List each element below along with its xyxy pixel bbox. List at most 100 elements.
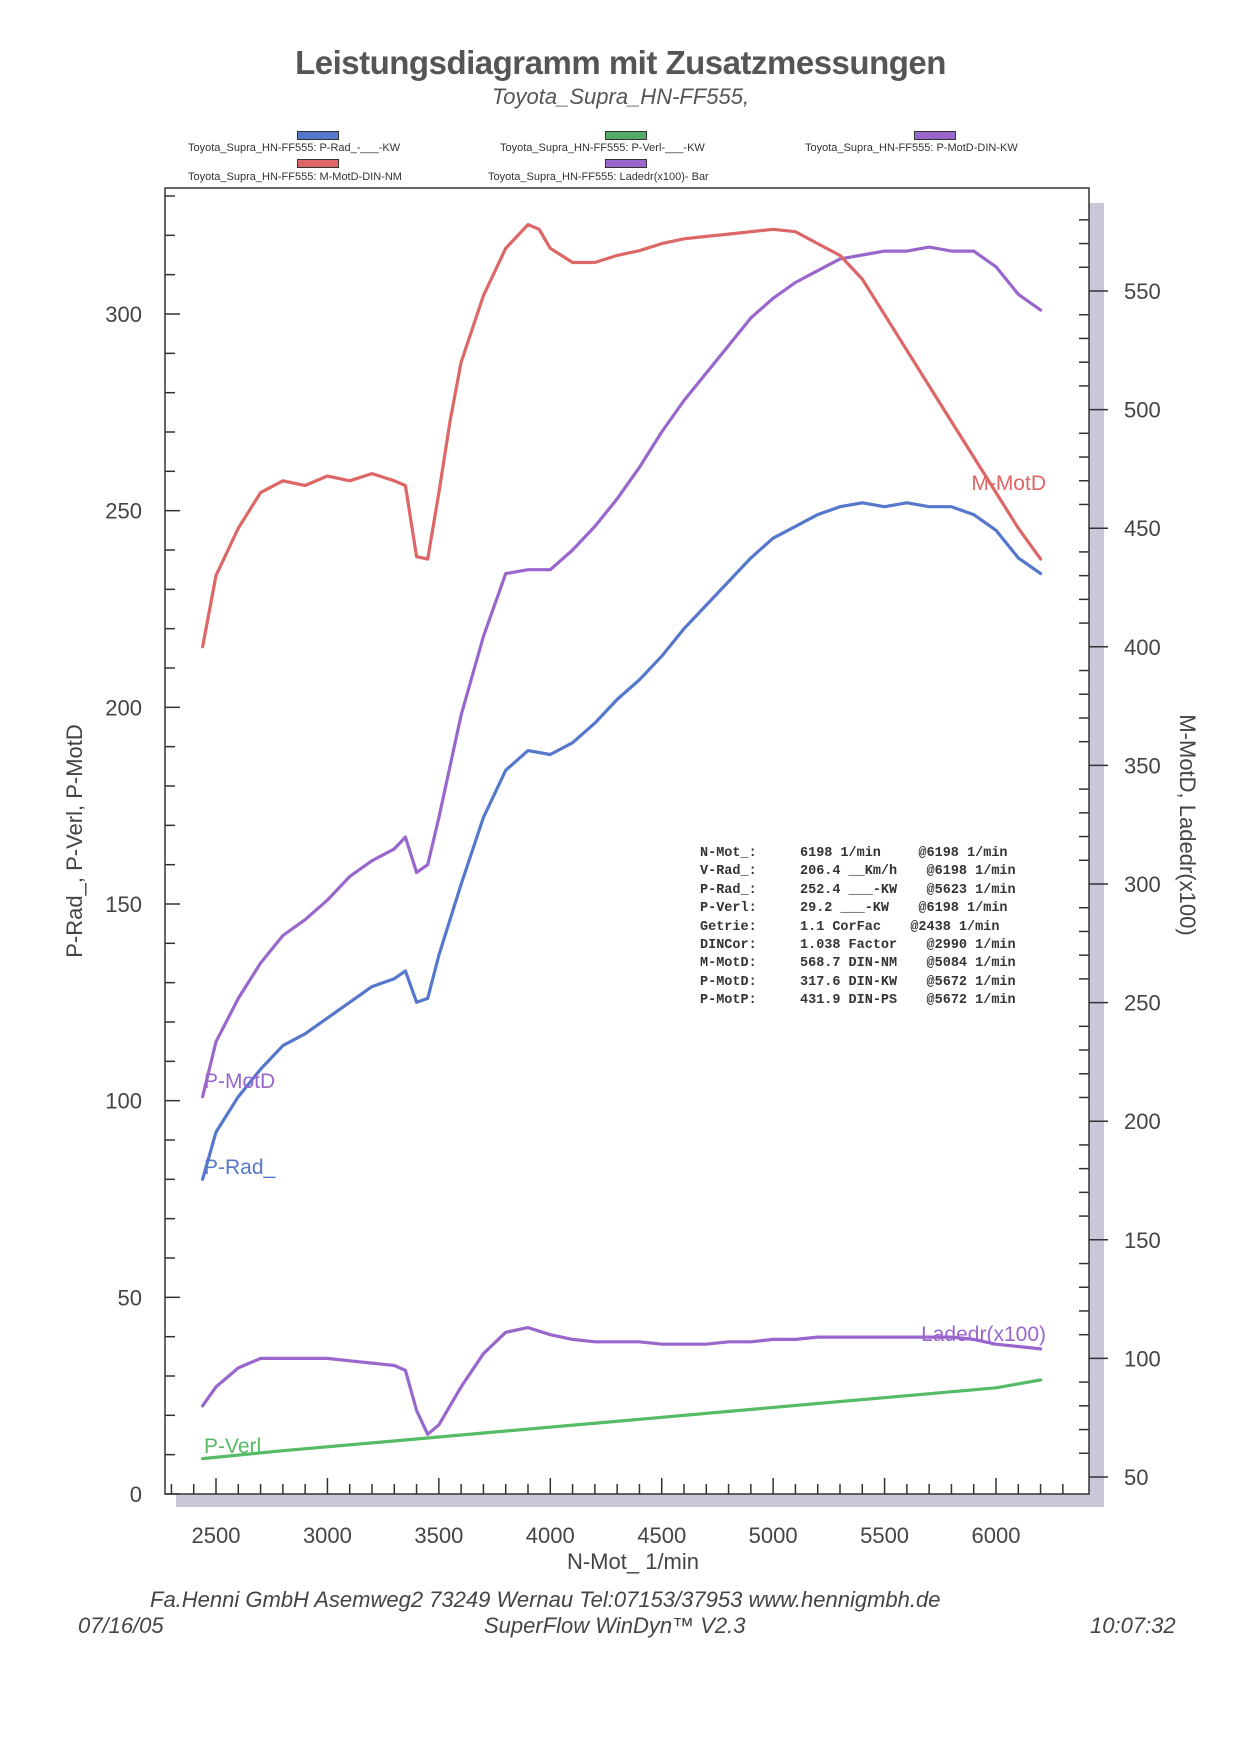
stat-at: @5623 1/min xyxy=(926,882,1016,898)
y-axis-left-label: P-Rad_, P-Verl, P-MotD xyxy=(62,724,87,958)
stat-name: P-Rad_: xyxy=(700,882,757,898)
stat-row: Getrie: 1.1 CorFac @2438 1/min xyxy=(700,919,1037,937)
legend-swatch-m-motd xyxy=(297,159,339,168)
stat-row: P-Rad_: 252.4 ___-KW @5623 1/min xyxy=(700,882,1037,900)
y-axis-right-label: M-MotD, Ladedr(x100) xyxy=(1175,714,1200,935)
x-tick-label: 4000 xyxy=(526,1523,575,1548)
y-right-tick-label: 250 xyxy=(1124,991,1161,1016)
stat-unit: Factor xyxy=(848,938,898,954)
legend-swatch-ladedr xyxy=(605,159,647,168)
stat-value: 1.038 xyxy=(800,938,841,954)
stat-at: @6198 1/min xyxy=(918,901,1008,917)
y-left-tick-label: 150 xyxy=(105,892,142,917)
stat-value: 252.4 xyxy=(800,882,841,898)
stat-unit: DIN-NM xyxy=(848,956,898,972)
stat-row: P-MotD: 317.6 DIN-KW @5672 1/min xyxy=(700,974,1037,992)
stat-row: P-MotP: 431.9 DIN-PS @5672 1/min xyxy=(700,992,1037,1010)
y-right-tick-label: 550 xyxy=(1124,279,1161,304)
series-labels: M-MotD P-MotD P-Rad_ Ladedr(x100) P-Verl xyxy=(204,472,1046,1458)
x-tick-label: 6000 xyxy=(972,1523,1021,1548)
y-left-tick-label: 100 xyxy=(105,1089,142,1114)
stat-unit: DIN-PS xyxy=(848,993,898,1009)
series-lines xyxy=(201,223,1043,1461)
legend-item-p-rad: Toyota_Supra_HN-FF555: P-Rad_-___-KW xyxy=(188,142,401,154)
stat-name: P-Verl: xyxy=(700,901,757,917)
stat-at: @5672 1/min xyxy=(926,974,1016,990)
legend-item-p-motd: Toyota_Supra_HN-FF555: P-MotD-DIN-KW xyxy=(805,142,1018,154)
y-left-tick-label: 300 xyxy=(105,302,142,327)
footer-time: 10:07:32 xyxy=(1090,1613,1176,1638)
stat-value: 568.7 xyxy=(800,956,841,972)
stat-row: N-Mot_: 6198 1/min @6198 1/min xyxy=(700,845,1037,863)
x-tick-label: 2500 xyxy=(192,1523,241,1548)
y-right-tick-label: 450 xyxy=(1124,516,1161,541)
y-right-tick-label: 50 xyxy=(1124,1465,1148,1490)
legend-swatch-p-rad xyxy=(297,131,339,140)
y-left-tick-label: 200 xyxy=(105,695,142,720)
stat-value: 317.6 xyxy=(800,974,841,990)
x-tick-label: 4500 xyxy=(637,1523,686,1548)
series-label: P-MotD xyxy=(204,1070,275,1093)
stat-row: P-Verl: 29.2 ___-KW @6198 1/min xyxy=(700,900,1037,918)
footer-software: SuperFlow WinDyn™ V2.3 xyxy=(484,1613,746,1638)
stat-at: @2990 1/min xyxy=(926,938,1016,954)
stat-unit: DIN-KW xyxy=(848,974,898,990)
x-tick-label: 3500 xyxy=(414,1523,463,1548)
stat-row: M-MotD: 568.7 DIN-NM @5084 1/min xyxy=(700,955,1037,973)
stat-value: 6198 xyxy=(800,846,833,861)
series-label: M-MotD xyxy=(971,472,1046,495)
series-m-motd xyxy=(201,223,1043,649)
y-right-tick-label: 400 xyxy=(1124,635,1161,660)
y-right-tick-label: 300 xyxy=(1124,872,1161,897)
stat-name: M-MotD: xyxy=(700,956,757,972)
stat-name: P-MotD: xyxy=(700,974,757,990)
y-left-tick-label: 250 xyxy=(105,499,142,524)
stat-unit: __Km/h xyxy=(848,864,898,880)
stat-name: Getrie: xyxy=(700,919,757,935)
footer-date: 07/16/05 xyxy=(78,1613,164,1638)
legend-item-m-motd: Toyota_Supra_HN-FF555: M-MotD-DIN-NM xyxy=(188,171,402,183)
x-tick-label: 5000 xyxy=(749,1523,798,1548)
y-right-tick-label: 200 xyxy=(1124,1109,1161,1134)
stat-value: 206.4 xyxy=(800,864,841,880)
x-tick-label: 5500 xyxy=(860,1523,909,1548)
series-p-rad- xyxy=(201,501,1043,1181)
stat-at: @5084 1/min xyxy=(926,956,1016,972)
stat-at: @5672 1/min xyxy=(926,993,1016,1009)
footer-company: Fa.Henni GmbH Asemweg2 73249 Wernau Tel:… xyxy=(150,1587,941,1612)
plot-shadow-right xyxy=(1089,203,1104,1507)
stat-value: 431.9 xyxy=(800,993,841,1009)
stat-unit: 1/min xyxy=(840,846,881,861)
y-right-tick-label: 150 xyxy=(1124,1228,1161,1253)
stat-value: 1.1 xyxy=(800,919,825,935)
chart-title: Leistungsdiagramm mit Zusatzmessungen xyxy=(295,44,946,81)
stat-name: N-Mot_: xyxy=(700,846,757,861)
y-right-tick-label: 350 xyxy=(1124,753,1161,778)
chart-subtitle: Toyota_Supra_HN-FF555, xyxy=(491,84,750,109)
y-right-tick-label: 500 xyxy=(1124,398,1161,423)
legend-item-p-verl: Toyota_Supra_HN-FF555: P-Verl-___-KW xyxy=(500,142,705,154)
series-label: Ladedr(x100) xyxy=(921,1323,1046,1346)
legend-swatch-p-motd xyxy=(914,131,956,140)
plot-shadow-bottom xyxy=(176,1494,1104,1507)
stat-value: 29.2 xyxy=(800,901,833,917)
stats-table: N-Mot_: 6198 1/min @6198 1/min V-Rad_: 206.4 _… xyxy=(700,845,1037,1011)
legend-item-ladedr: Toyota_Supra_HN-FF555: Ladedr(x100)- Bar xyxy=(488,171,709,183)
axis-ticks xyxy=(165,195,1108,1495)
stat-unit: ___-KW xyxy=(848,882,898,898)
series-p-motd xyxy=(201,245,1043,1099)
stat-name: DINCor: xyxy=(700,938,757,954)
axis-tick-labels: 2500 3000 3500 4000 4500 5000 5500 6000 0 50 100 15… xyxy=(105,279,1160,1548)
series-label: P-Verl xyxy=(204,1435,261,1458)
stat-unit: CorFac xyxy=(832,919,881,935)
x-tick-label: 3000 xyxy=(303,1523,352,1548)
stat-at: @6198 1/min xyxy=(918,846,1008,861)
stat-name: P-MotP: xyxy=(700,993,757,1009)
stat-at: @2438 1/min xyxy=(910,919,1000,935)
stat-unit: ___-KW xyxy=(840,901,890,917)
stat-row: V-Rad_: 206.4 __Km/h @6198 1/min xyxy=(700,863,1037,881)
y-left-tick-label: 0 xyxy=(130,1482,142,1507)
series-p-verl xyxy=(201,1378,1043,1461)
y-left-tick-label: 50 xyxy=(118,1285,142,1310)
